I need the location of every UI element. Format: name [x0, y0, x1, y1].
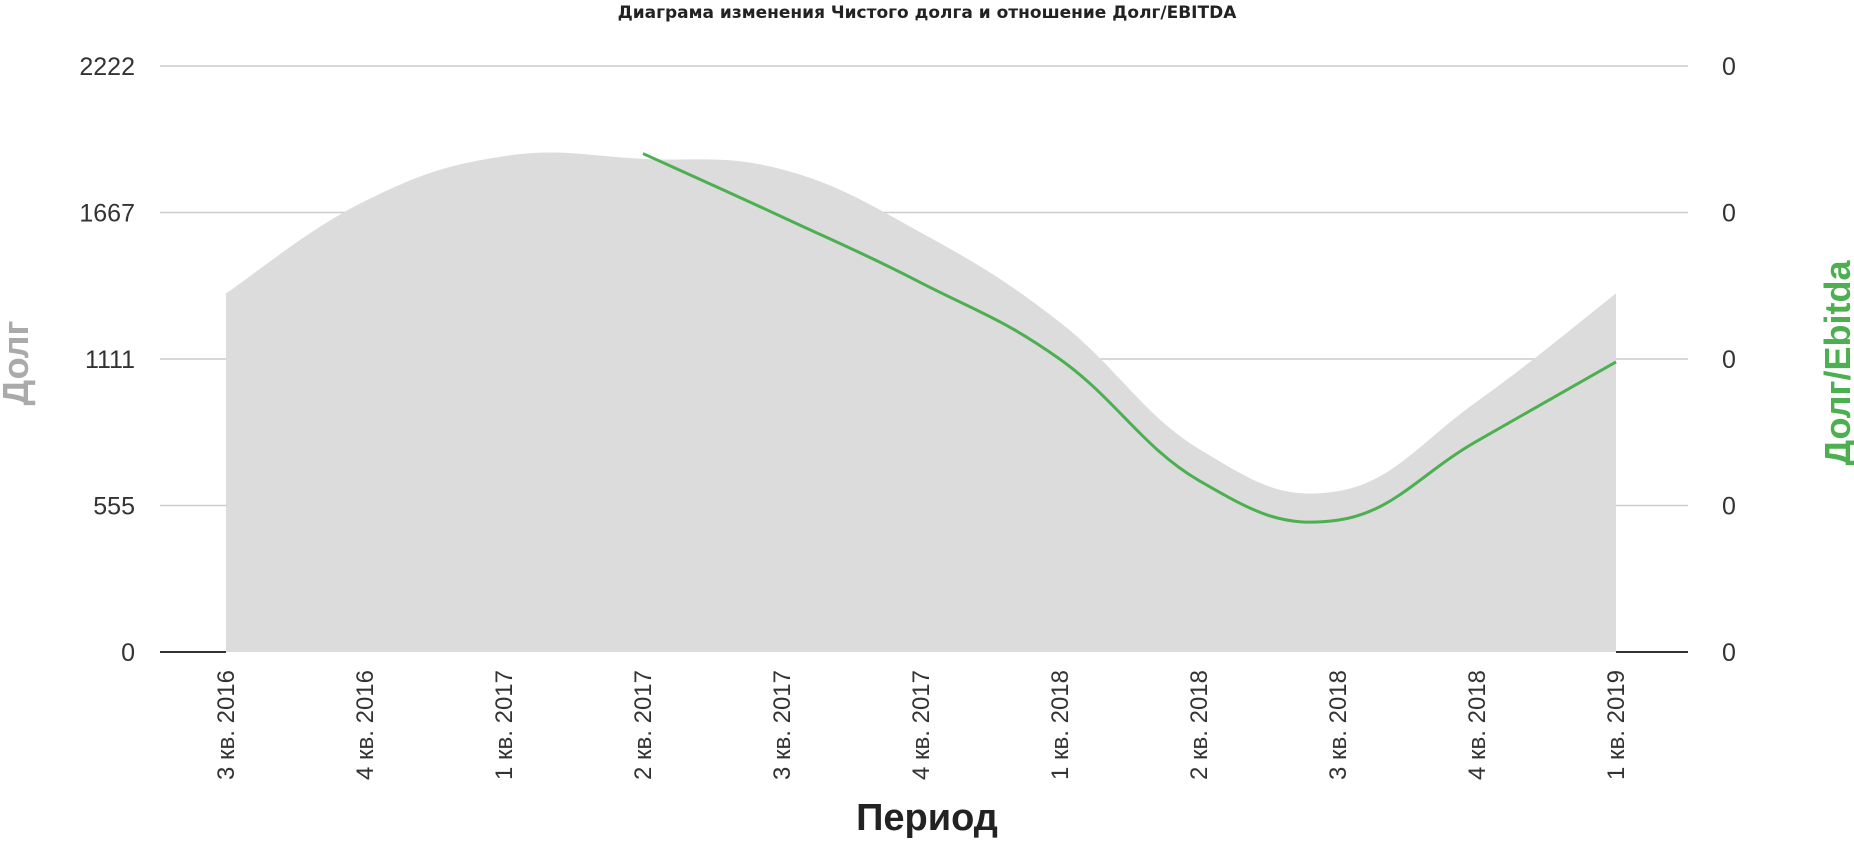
- x-axis-ticks: 3 кв. 2016 4 кв. 2016 1 кв. 2017 2 кв. 2017…: [213, 670, 1630, 780]
- ratio-line-layer: [642, 152, 1617, 524]
- left-tick-label: 1111: [85, 346, 135, 374]
- right-tick-label: 0: [1722, 639, 1736, 667]
- right-axis-label: Долг/Ebitda: [1817, 260, 1854, 466]
- x-tick-label: 2 кв. 2017: [630, 670, 657, 780]
- left-tick-label: 1667: [79, 200, 135, 228]
- right-tick-label: 0: [1722, 53, 1736, 81]
- ratio-line: [642, 152, 1617, 524]
- x-tick-label: 4 кв. 2016: [352, 670, 379, 780]
- x-axis-label: Период: [856, 797, 998, 839]
- x-tick-label: 3 кв. 2016: [213, 670, 240, 780]
- left-axis-ticks: 0 555 1111 1667 2222: [79, 53, 135, 667]
- debt-area: [226, 152, 1616, 652]
- left-tick-label: 555: [93, 493, 135, 521]
- right-tick-label: 0: [1722, 200, 1736, 228]
- x-tick-label: 2 кв. 2018: [1186, 670, 1213, 780]
- right-tick-label: 0: [1722, 493, 1736, 521]
- x-tick-label: 1 кв. 2018: [1047, 670, 1074, 780]
- x-tick-label: 1 кв. 2017: [491, 670, 518, 780]
- x-tick-label: 1 кв. 2019: [1603, 670, 1630, 780]
- x-tick-label: 3 кв. 2017: [769, 670, 796, 780]
- right-tick-label: 0: [1722, 346, 1736, 374]
- right-axis-ticks: 0 0 0 0 0: [1722, 53, 1736, 667]
- x-tick-label: 4 кв. 2017: [908, 670, 935, 780]
- left-axis-label: Долг: [0, 320, 36, 405]
- left-tick-label: 0: [121, 639, 135, 667]
- left-tick-label: 2222: [79, 53, 135, 81]
- chart-title: Диаграма изменения Чистого долга и отнош…: [618, 3, 1238, 23]
- debt-area-layer: [226, 152, 1616, 652]
- x-tick-label: 3 кв. 2018: [1325, 670, 1352, 780]
- x-tick-label: 4 кв. 2018: [1464, 670, 1491, 780]
